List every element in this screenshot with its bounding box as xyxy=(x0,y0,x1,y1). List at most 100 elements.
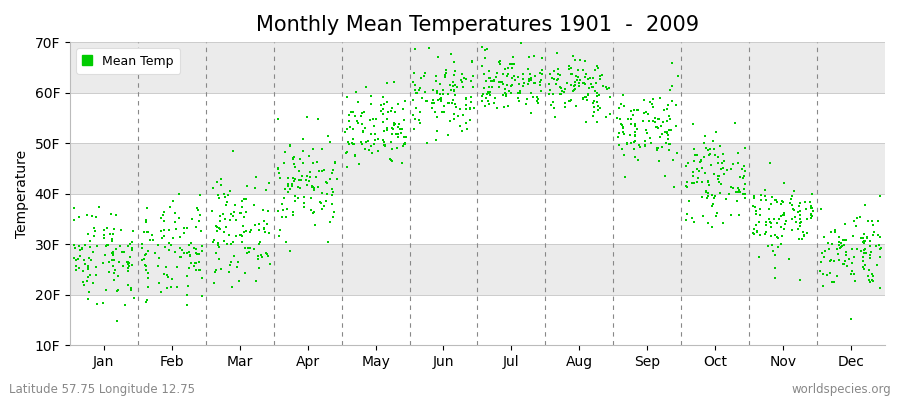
Point xyxy=(499,93,513,100)
Point xyxy=(238,270,252,277)
Point xyxy=(288,193,302,199)
Point xyxy=(778,218,793,224)
Point xyxy=(223,217,238,223)
Point xyxy=(736,186,751,193)
Point xyxy=(867,229,881,235)
Point xyxy=(840,262,854,269)
Point xyxy=(211,224,225,230)
Point xyxy=(168,210,183,216)
Point xyxy=(558,100,572,106)
Point xyxy=(824,257,839,264)
Point xyxy=(512,98,526,104)
Point xyxy=(291,184,305,190)
Point xyxy=(680,163,694,169)
Point xyxy=(355,110,369,116)
Point xyxy=(570,77,584,83)
Point xyxy=(805,210,819,217)
Point xyxy=(728,188,742,195)
Point xyxy=(209,223,223,229)
Point xyxy=(562,97,576,104)
Point xyxy=(213,182,228,188)
Point xyxy=(180,273,194,279)
Point xyxy=(531,96,545,102)
Point xyxy=(832,238,846,245)
Point xyxy=(521,78,535,84)
Point xyxy=(102,269,116,275)
Point xyxy=(263,261,277,267)
Point xyxy=(137,256,151,263)
Point xyxy=(256,225,271,231)
Point xyxy=(314,200,328,206)
Point xyxy=(228,201,242,208)
Point xyxy=(625,108,639,114)
Point xyxy=(647,114,662,121)
Point xyxy=(214,176,229,183)
Point xyxy=(704,162,718,168)
Point xyxy=(124,262,139,268)
Point xyxy=(553,84,567,90)
Point xyxy=(603,111,617,117)
Point xyxy=(87,232,102,239)
Point xyxy=(767,216,781,223)
Point xyxy=(163,204,177,210)
Point xyxy=(449,104,464,110)
Point xyxy=(126,228,140,234)
Point xyxy=(345,140,359,146)
Point xyxy=(283,143,297,149)
Point xyxy=(590,99,605,106)
Point xyxy=(296,135,310,142)
Point xyxy=(861,277,876,283)
Point xyxy=(830,273,844,280)
Point xyxy=(803,198,817,205)
Point xyxy=(787,188,801,195)
Point xyxy=(107,277,122,283)
Point xyxy=(181,283,195,290)
Point xyxy=(824,279,839,285)
Point xyxy=(686,168,700,175)
Point xyxy=(545,91,560,97)
Point xyxy=(800,230,814,236)
Point xyxy=(578,80,592,87)
Point xyxy=(687,219,701,226)
Point xyxy=(874,245,888,252)
Point xyxy=(169,226,184,232)
Point xyxy=(259,251,274,257)
Point xyxy=(620,140,634,146)
Point xyxy=(463,105,477,112)
Point xyxy=(207,237,221,244)
Point xyxy=(192,259,206,266)
Point xyxy=(287,198,302,204)
Point xyxy=(374,101,388,108)
Point xyxy=(380,98,394,105)
Point xyxy=(776,212,790,218)
Point xyxy=(481,88,495,95)
Point xyxy=(474,44,489,50)
Point xyxy=(482,90,496,96)
Point xyxy=(326,167,340,174)
Point xyxy=(166,235,181,241)
Point xyxy=(656,106,670,113)
Point xyxy=(465,72,480,79)
Point xyxy=(492,84,507,90)
Point xyxy=(220,202,234,208)
Point xyxy=(820,272,834,278)
Point xyxy=(754,197,769,204)
Point xyxy=(84,244,98,250)
Point xyxy=(562,63,576,70)
Point xyxy=(82,255,96,261)
Point xyxy=(346,136,360,142)
Point xyxy=(440,132,454,138)
Point xyxy=(864,218,878,224)
Point xyxy=(796,228,810,235)
Point xyxy=(658,128,672,135)
Point xyxy=(272,233,286,239)
Point xyxy=(387,120,401,126)
Point xyxy=(662,126,677,133)
Point xyxy=(793,277,807,283)
Point xyxy=(227,209,241,215)
Point xyxy=(110,317,124,324)
Point xyxy=(310,116,325,122)
Point xyxy=(599,84,614,90)
Point xyxy=(580,76,595,82)
Point xyxy=(526,53,541,59)
